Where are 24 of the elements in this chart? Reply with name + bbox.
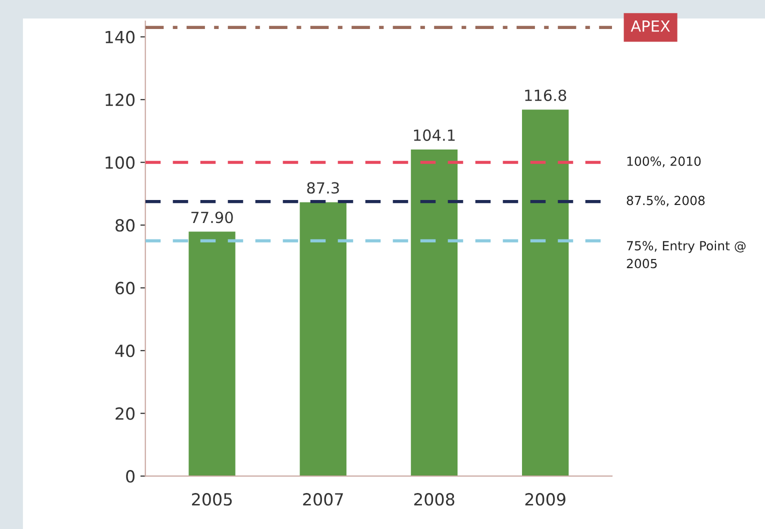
bar — [522, 110, 569, 476]
x-tick-label: 2008 — [414, 493, 454, 506]
ref-line-label: APEX — [630, 20, 670, 32]
ref-line-label: 100%, 2010 — [627, 156, 701, 168]
x-tick-label: 2007 — [303, 493, 343, 506]
data-label: 87.3 — [307, 182, 339, 194]
y-tick-label: 100 — [106, 156, 135, 169]
y-tick-label: 0 — [126, 470, 135, 483]
y-tick-label: 20 — [116, 407, 135, 420]
bar — [188, 232, 236, 476]
y-tick-label: 60 — [116, 282, 135, 294]
bar — [300, 202, 346, 476]
x-tick-label: 2009 — [525, 493, 566, 506]
data-label: 104.1 — [414, 129, 455, 141]
y-tick-label: 40 — [115, 344, 135, 358]
y-tick-label: 140 — [106, 30, 135, 44]
y-tick-label: 80 — [116, 219, 135, 232]
y-tick-label: 120 — [106, 94, 135, 106]
data-label: 116.8 — [525, 90, 566, 102]
x-tick-label: 2005 — [192, 493, 232, 506]
bar — [410, 149, 458, 476]
data-label: 77.90 — [191, 212, 233, 224]
ref-line-label: 75%, Entry Point @ 2005 — [626, 240, 746, 268]
ref-line-label: 87.5%, 2008 — [626, 196, 705, 206]
